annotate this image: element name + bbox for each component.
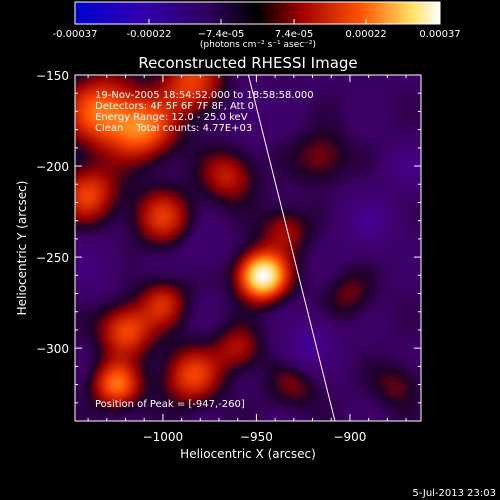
y-tick-label: −150 [36,69,69,83]
peak-position-label: Position of Peak = [-947,-260] [95,399,245,410]
footer-timestamp: 5-Jul-2013 23:03 [412,488,496,499]
colorbar-tick-label: -0.00022 [127,29,172,40]
x-tick-label: −1000 [143,430,184,444]
colorbar-tick-label: 7.4e-05 [275,29,313,40]
y-tick-label: −200 [36,160,69,174]
annotation-clean-counts: Clean Total counts: 4.77E+03 [95,123,252,134]
plot-frame [74,74,422,422]
chart-title: Reconstructed RHESSI Image [138,54,357,72]
colorbar-unit-label: (photons cm⁻² s⁻¹ asec⁻²) [200,40,316,50]
annotation-time-range: 19-Nov-2005 18:54:52.000 to 18:58:58.000 [95,90,314,101]
x-tick-label: −900 [333,430,366,444]
colorbar-tick-label: -0.00037 [53,29,98,40]
colorbar-tick-label: −7.4e-05 [198,29,245,40]
colorbar: -0.00037 -0.00022 −7.4e-05 7.4e-05 0.00022 0.… [53,1,461,50]
annotation-detectors: Detectors: 4F 5F 6F 7F 8F, Att 0 [95,101,254,112]
plot-area: −1000 −950 −900 −150 −200 −250 −300 [36,69,422,444]
colorbar-gradient [74,1,441,25]
annotation-block: 19-Nov-2005 18:54:52.000 to 18:58:58.000… [95,90,314,134]
annotation-energy-range: Energy Range: 12.0 - 25.0 keV [95,112,248,123]
solar-limb-line [247,75,336,421]
colorbar-tick-label: 0.00037 [419,29,460,40]
heatmap-image-container [75,75,421,421]
y-tick-label: −300 [36,342,69,356]
heatmap-image [75,75,421,421]
colorbar-tick-label: 0.00022 [345,29,386,40]
colorbar-ticks: -0.00037 -0.00022 −7.4e-05 7.4e-05 0.00022 0.… [53,19,461,40]
axis-ticks: −1000 −950 −900 −150 −200 −250 −300 [36,69,421,444]
y-axis-label: Heliocentric Y (arcsec) [15,181,29,316]
x-axis-label: Heliocentric X (arcsec) [180,447,316,461]
x-tick-label: −950 [240,430,273,444]
y-tick-label: −250 [36,251,69,265]
